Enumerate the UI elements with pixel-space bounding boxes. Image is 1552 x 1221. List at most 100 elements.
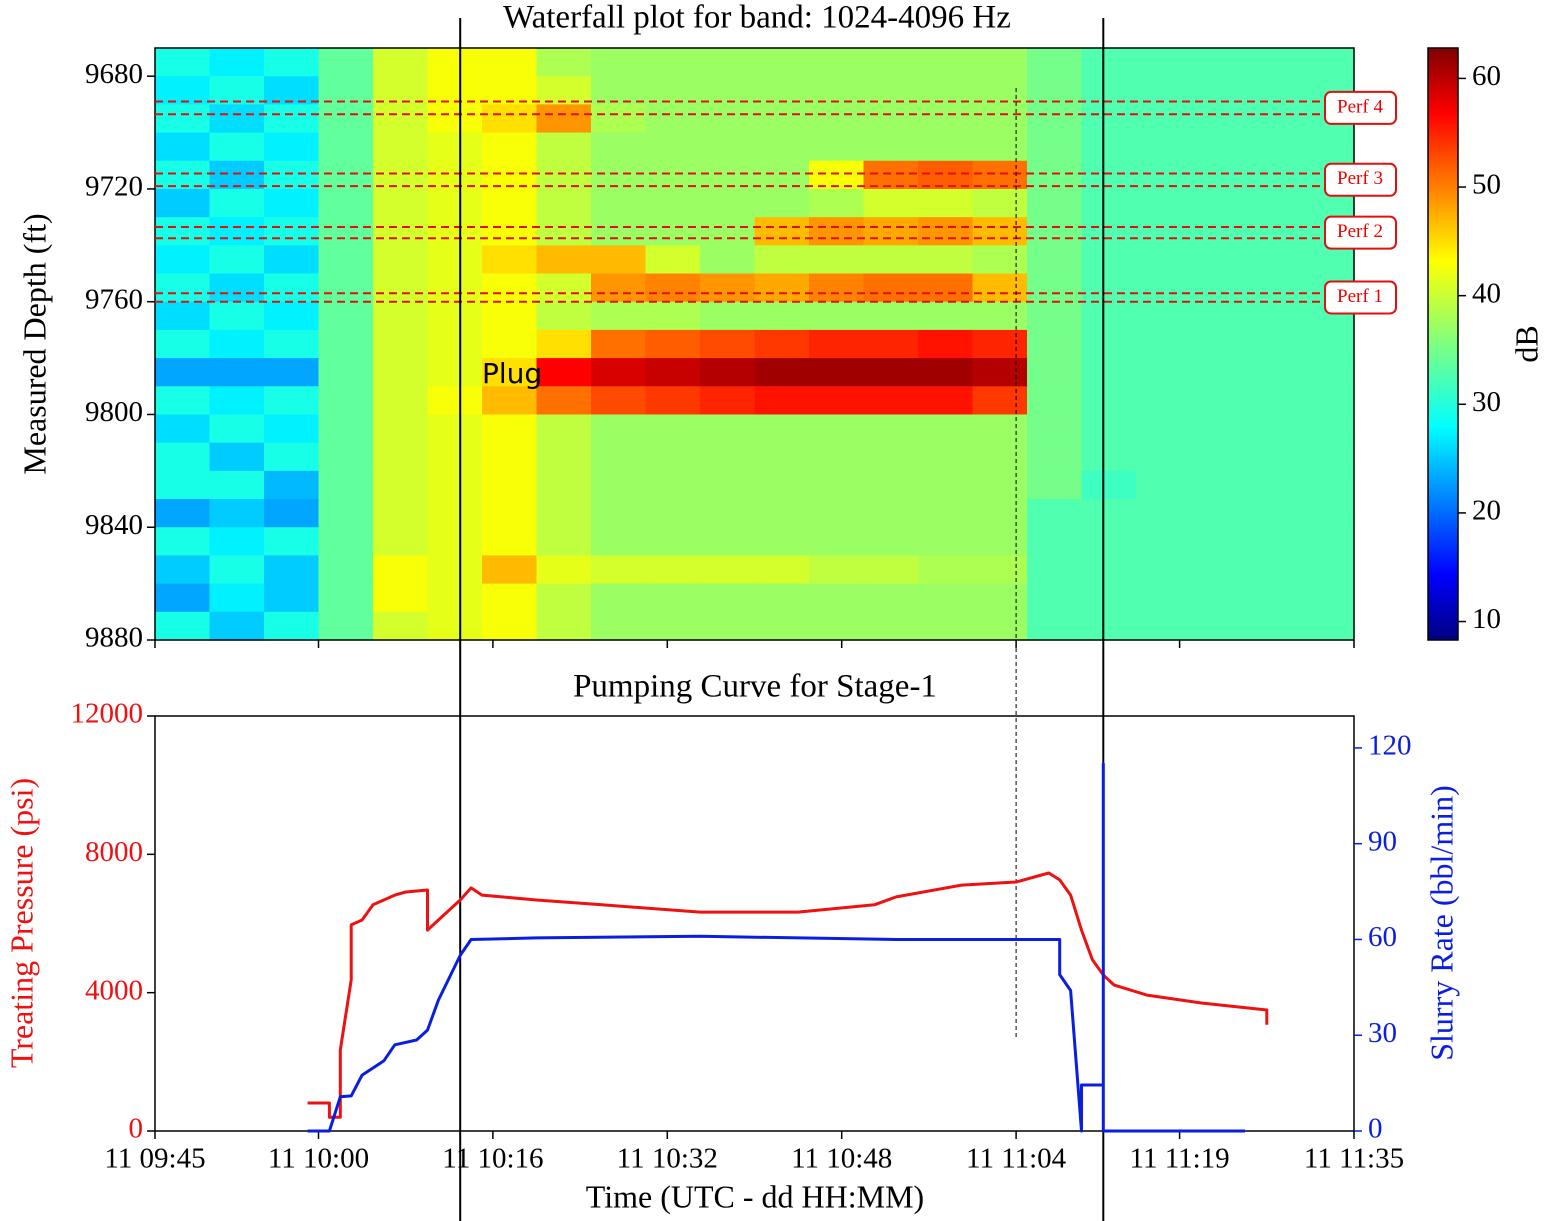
heatmap-cell (536, 48, 592, 77)
heatmap-cell (918, 48, 974, 77)
heatmap-cell (1245, 132, 1301, 162)
heatmap-cell (1245, 386, 1301, 416)
heatmap-cell (318, 188, 374, 218)
heatmap-cell (1245, 611, 1301, 641)
heatmap-cell (1190, 442, 1246, 472)
heatmap-cell (1081, 48, 1137, 77)
heatmap-cell (700, 132, 756, 162)
colorbar-tick-label: 30 (1472, 386, 1501, 418)
heatmap-cell (972, 470, 1028, 500)
heatmap-cell (809, 217, 865, 246)
heatmap-cell (645, 217, 701, 246)
heatmap-cell (918, 499, 974, 528)
heatmap-cell (972, 301, 1028, 331)
heatmap-cell (155, 470, 211, 500)
heatmap-cell (863, 583, 919, 613)
heatmap-cell (645, 414, 701, 444)
heatmap-cell (645, 160, 701, 190)
perf-label: Perf 2 (1337, 221, 1383, 242)
heatmap-cell (1245, 104, 1301, 134)
heatmap-cell (918, 386, 974, 416)
heatmap-cell (209, 301, 265, 331)
heatmap-cell (809, 48, 865, 77)
heatmap-cell (1081, 442, 1137, 472)
heatmap-cell (209, 104, 265, 134)
heatmap-cell (373, 329, 429, 359)
heatmap-cell (591, 499, 647, 528)
heatmap-cell (209, 48, 265, 77)
heatmap-cell (373, 104, 429, 134)
heatmap-cell (1027, 555, 1083, 585)
heatmap-cell (209, 217, 265, 246)
heatmap-cell (536, 442, 592, 472)
heatmap-cell (645, 329, 701, 359)
heatmap-cell (754, 555, 810, 585)
heatmap-cell (700, 48, 756, 77)
heatmap-cell (482, 329, 538, 359)
heatmap-cell (536, 76, 592, 105)
heatmap-cell (754, 583, 810, 613)
heatmap-cell (754, 104, 810, 134)
heatmap-cell (972, 132, 1028, 162)
heatmap-cell (1136, 188, 1192, 218)
heatmap-cell (918, 132, 974, 162)
heatmap-cell (972, 442, 1028, 472)
heatmap-cell (591, 217, 647, 246)
heatmap-cell (427, 442, 483, 472)
heatmap-cell (645, 48, 701, 77)
heatmap-cell (1136, 414, 1192, 444)
heatmap-cell (536, 245, 592, 275)
heatmap-cell (373, 470, 429, 500)
heatmap-cell (482, 104, 538, 134)
heatmap-cell (918, 414, 974, 444)
heatmap-cell (1245, 76, 1301, 105)
heatmap-cell (1190, 470, 1246, 500)
heatmap-cell (373, 611, 429, 641)
heatmap-cell (591, 48, 647, 77)
heatmap-cell (482, 470, 538, 500)
heatmap-cell (863, 301, 919, 331)
heatmap-cell (809, 470, 865, 500)
heatmap-cell (155, 245, 211, 275)
heatmap-cell (536, 188, 592, 218)
heatmap-cell (536, 583, 592, 613)
x-axis-label: Time (UTC - dd HH:MM) (586, 1178, 924, 1214)
heatmap-cell (1245, 188, 1301, 218)
y2-tick-label: 120 (1368, 730, 1412, 762)
heatmap-cell (1027, 301, 1083, 331)
heatmap-cell (1190, 301, 1246, 331)
y2-tick-label: 90 (1368, 825, 1397, 857)
heatmap-cell (591, 527, 647, 557)
heatmap-cell (482, 442, 538, 472)
heatmap-cell (809, 611, 865, 641)
y-tick-label: 9800 (85, 396, 143, 428)
heatmap-cell (918, 583, 974, 613)
heatmap-cell (155, 527, 211, 557)
heatmap-cell (1190, 104, 1246, 134)
heatmap-cell (972, 555, 1028, 585)
heatmap-cell (318, 132, 374, 162)
heatmap-cell (645, 301, 701, 331)
heatmap-cell (809, 273, 865, 303)
heatmap-cell (536, 470, 592, 500)
heatmap-cell (700, 386, 756, 416)
heatmap-cell (1027, 527, 1083, 557)
heatmap-cell (1245, 301, 1301, 331)
heatmap-cell (155, 273, 211, 303)
heatmap-cell (373, 442, 429, 472)
heatmap-cell (373, 48, 429, 77)
perf-label: Perf 4 (1337, 96, 1383, 117)
heatmap-cell (155, 104, 211, 134)
heatmap-cell (645, 583, 701, 613)
heatmap-cell (1027, 358, 1083, 387)
heatmap-cell (591, 301, 647, 331)
heatmap-cell (918, 358, 974, 387)
x-tick-label: 11 10:32 (617, 1143, 718, 1175)
heatmap-cell (972, 245, 1028, 275)
heatmap-cell (809, 499, 865, 528)
heatmap-cell (427, 160, 483, 190)
heatmap-cell (1027, 132, 1083, 162)
heatmap-cell (1299, 499, 1355, 528)
heatmap-cell (264, 245, 320, 275)
